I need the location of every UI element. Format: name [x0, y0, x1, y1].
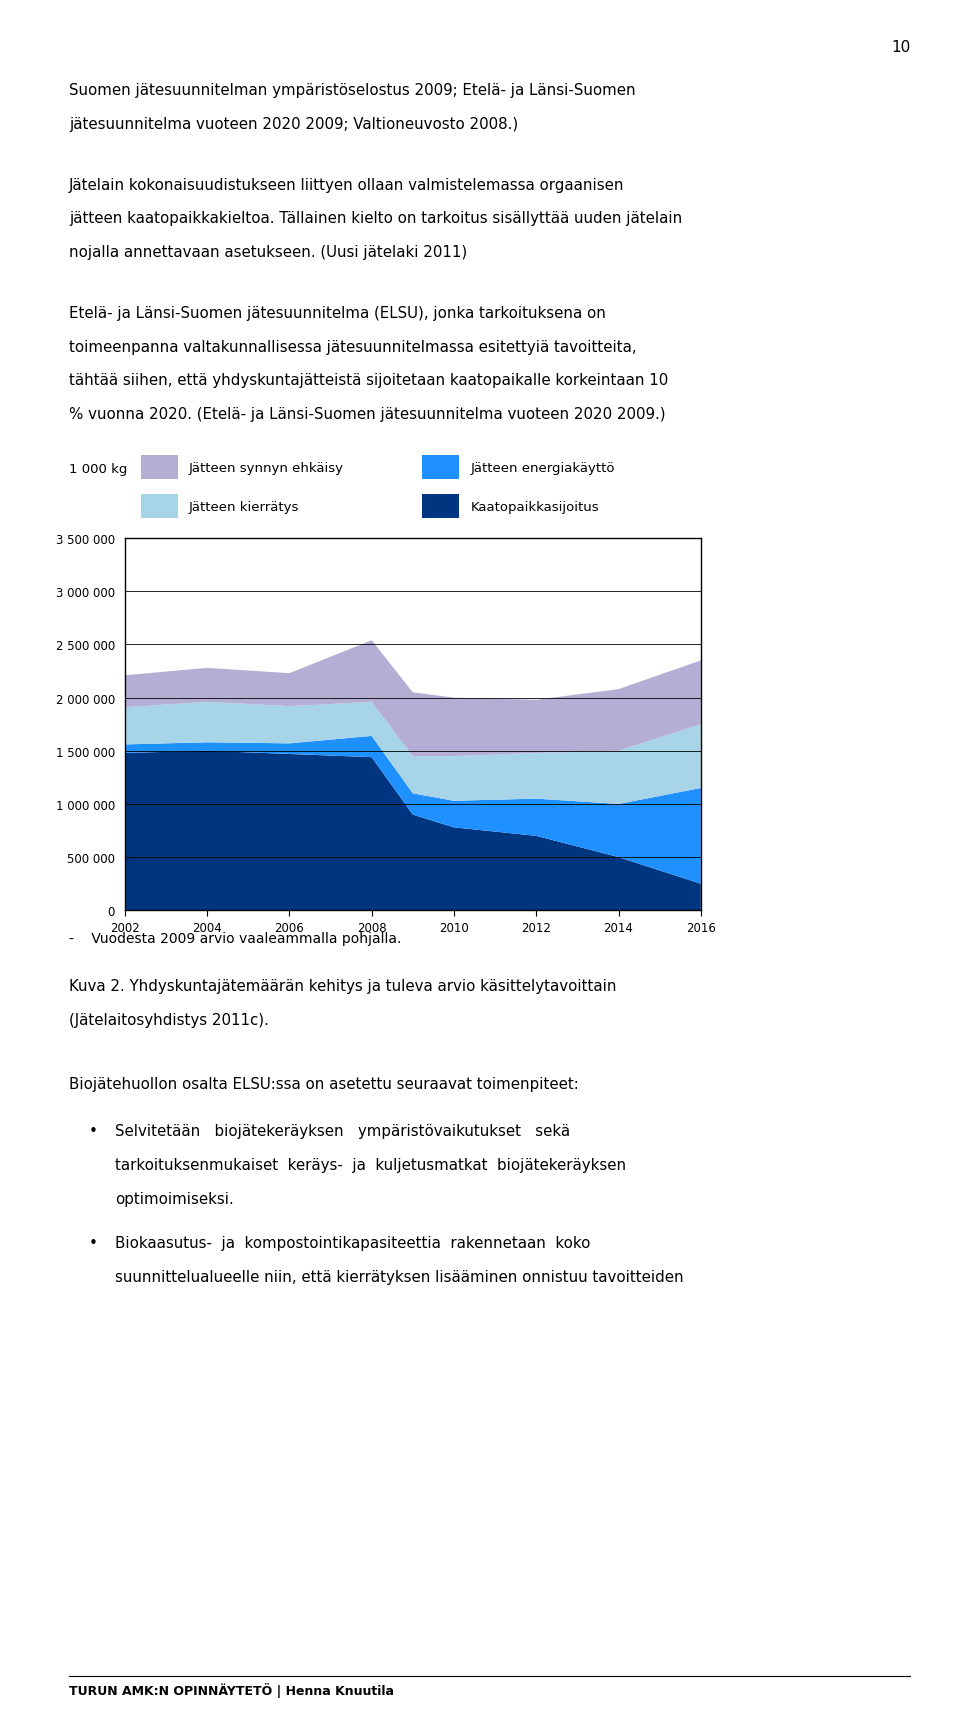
Text: jätesuunnitelma vuoteen 2020 2009; Valtioneuvosto 2008.): jätesuunnitelma vuoteen 2020 2009; Valti… [69, 118, 518, 131]
Text: % vuonna 2020. (Etelä- ja Länsi-Suomen jätesuunnitelma vuoteen 2020 2009.): % vuonna 2020. (Etelä- ja Länsi-Suomen j… [69, 407, 665, 422]
Text: optimoimiseksi.: optimoimiseksi. [115, 1192, 234, 1206]
Text: -    Vuodesta 2009 arvio vaaleammalla pohjalla.: - Vuodesta 2009 arvio vaaleammalla pohja… [69, 931, 401, 946]
Text: toimeenpanna valtakunnallisessa jätesuunnitelmassa esitettyiä tavoitteita,: toimeenpanna valtakunnallisessa jätesuun… [69, 339, 636, 355]
Text: Jätelain kokonaisuudistukseen liittyen ollaan valmistelemassa orgaanisen: Jätelain kokonaisuudistukseen liittyen o… [69, 178, 625, 192]
Text: 1 000 kg: 1 000 kg [69, 462, 128, 476]
Text: Biokaasutus-  ja  kompostointikapasiteettia  rakennetaan  koko: Biokaasutus- ja kompostointikapasiteetti… [115, 1235, 590, 1251]
Text: •: • [88, 1235, 97, 1251]
Text: Etelä- ja Länsi-Suomen jätesuunnitelma (ELSU), jonka tarkoituksena on: Etelä- ja Länsi-Suomen jätesuunnitelma (… [69, 306, 606, 320]
Text: (Jätelaitosyhdistys 2011c).: (Jätelaitosyhdistys 2011c). [69, 1012, 269, 1028]
Text: Biojätehuollon osalta ELSU:ssa on asetettu seuraavat toimenpiteet:: Biojätehuollon osalta ELSU:ssa on asetet… [69, 1076, 579, 1092]
Text: Selvitetään   biojätekeräyksen   ympäristövaikutukset   sekä: Selvitetään biojätekeräyksen ympäristöva… [115, 1124, 570, 1138]
Text: Jätteen synnyn ehkäisy: Jätteen synnyn ehkäisy [189, 462, 344, 474]
Text: Kaatopaikkasijoitus: Kaatopaikkasijoitus [470, 500, 599, 514]
Text: suunnittelualueelle niin, että kierrätyksen lisääminen onnistuu tavoitteiden: suunnittelualueelle niin, että kierrätyk… [115, 1268, 684, 1284]
Text: nojalla annettavaan asetukseen. (Uusi jätelaki 2011): nojalla annettavaan asetukseen. (Uusi jä… [69, 246, 468, 260]
Text: TURUN AMK:N OPINNÄYTETÖ | Henna Knuutila: TURUN AMK:N OPINNÄYTETÖ | Henna Knuutila [69, 1682, 395, 1697]
Text: Jätteen kierrätys: Jätteen kierrätys [189, 500, 300, 514]
Text: 10: 10 [891, 40, 910, 55]
Text: Suomen jätesuunnitelman ympäristöselostus 2009; Etelä- ja Länsi-Suomen: Suomen jätesuunnitelman ympäristöselostu… [69, 83, 636, 99]
Text: Kuva 2. Yhdyskuntajätemäärän kehitys ja tuleva arvio käsittelytavoittain: Kuva 2. Yhdyskuntajätemäärän kehitys ja … [69, 979, 616, 993]
Text: jätteen kaatopaikkakieltoa. Tällainen kielto on tarkoitus sisällyttää uuden jäte: jätteen kaatopaikkakieltoa. Tällainen ki… [69, 211, 683, 227]
Text: tarkoituksenmukaiset  keräys-  ja  kuljetusmatkat  biojätekeräyksen: tarkoituksenmukaiset keräys- ja kuljetus… [115, 1157, 626, 1173]
Text: tähtää siihen, että yhdyskuntajätteistä sijoitetaan kaatopaikalle korkeintaan 10: tähtää siihen, että yhdyskuntajätteistä … [69, 374, 668, 388]
Text: •: • [88, 1124, 97, 1138]
Text: Jätteen energiakäyttö: Jätteen energiakäyttö [470, 462, 615, 474]
